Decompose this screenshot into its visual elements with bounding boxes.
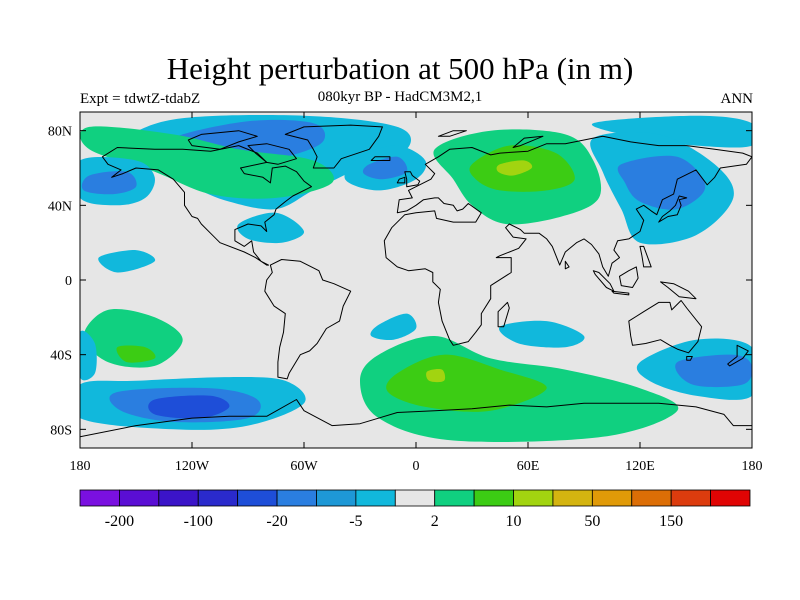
contour-tropical-indian-neg-light [498, 320, 585, 348]
lon-tick-label: 60E [517, 459, 540, 474]
contour-tropical-atlantic-neg-light [370, 313, 417, 341]
lon-tick-label: 120E [625, 459, 655, 474]
colorbar-label: -5 [349, 513, 362, 530]
coastline-north-america [101, 145, 312, 266]
colorbar-label: 50 [584, 513, 600, 530]
coastline-tasmania [686, 356, 693, 361]
coastline-java [611, 290, 630, 296]
period-label: ANN [720, 91, 754, 107]
coastline-svalbard [437, 130, 467, 137]
latitude-axis: 80N 40N 0 40S 80S [48, 125, 752, 438]
colorbar-swatch [355, 489, 396, 507]
coastline-eurasia-africa [383, 135, 752, 346]
contour-s-ocean-east-pos-strong [426, 368, 446, 383]
coastline-iceland [370, 156, 391, 161]
coastline-south-america [264, 259, 352, 380]
coastlines [80, 124, 752, 448]
colorbar-swatch [197, 489, 239, 507]
coastline-baffin [247, 143, 297, 165]
colorbar-label: 150 [659, 513, 683, 530]
colorbar-swatch [434, 489, 475, 507]
contour-s-pacific-east-neg-mid [675, 354, 752, 388]
contour-s-ocean-west-neg-strong [148, 395, 230, 419]
lon-tick-label: 60W [290, 459, 318, 474]
contour-n-atlantic-east-neg-mid [362, 156, 408, 180]
contour-s-america-west-neg-light [80, 330, 97, 381]
colorbar-swatch [591, 489, 633, 507]
map-subtitle: 080kyr BP - HadCM3M2,1 [317, 89, 483, 105]
coastline-australia [628, 300, 703, 354]
coastline-antarctica [80, 399, 752, 448]
coastline-greenland [284, 124, 383, 169]
coastline-ireland [396, 176, 406, 184]
coastline-novaya-zemlya [512, 135, 544, 148]
colorbar-label: 2 [431, 513, 439, 530]
lon-tick-label: 180 [742, 459, 763, 474]
colorbar-swatch [670, 489, 711, 507]
contour-s-pacific-mid-pos-light [83, 309, 183, 368]
contour-n-pacific-east-neg-mid [81, 171, 137, 195]
colorbar-swatch [710, 489, 751, 507]
contour-caribbean-neg-light [237, 212, 305, 244]
colorbar [79, 489, 751, 507]
colorbar-swatch [513, 489, 554, 507]
coastline-new-guinea [660, 281, 697, 300]
colorbar-label: -20 [266, 513, 287, 530]
experiment-label: Expt = tdwtZ-tdabZ [80, 91, 201, 107]
colorbar-swatch [119, 489, 160, 507]
colorbar-swatch [394, 489, 436, 507]
contour-fields [80, 115, 752, 443]
contour-asia-pacific-neg-mid [617, 155, 706, 210]
coastline-madagascar [497, 301, 510, 328]
lat-tick-label: 40N [48, 199, 72, 214]
colorbar-swatch [79, 489, 120, 507]
colorbar-label: 10 [506, 513, 522, 530]
lat-tick-label: 80N [48, 125, 72, 140]
colorbar-swatch [631, 489, 672, 507]
coastline-borneo [619, 266, 639, 288]
lat-tick-label: 40S [50, 349, 72, 364]
coastline-japan [658, 195, 688, 223]
colorbar-swatch [237, 489, 278, 507]
lon-tick-label: 0 [413, 459, 420, 474]
colorbar-swatch [276, 489, 317, 507]
colorbar-swatch [552, 489, 593, 507]
lon-tick-label: 180 [70, 459, 91, 474]
map-title: Height perturbation at 500 hPa (in m) [166, 51, 634, 86]
contour-arctic-eurasia-neg-light [591, 115, 752, 148]
colorbar-swatch [473, 489, 514, 507]
coastline-arctic-islands [187, 130, 258, 150]
coastline-philippines [639, 245, 652, 268]
coastline-new-zealand [727, 344, 749, 367]
lat-tick-label: 80S [50, 423, 72, 438]
contour-eurasia-pos-strong [496, 160, 533, 176]
contour-tropical-pacific-w-neg-light [98, 250, 156, 273]
colorbar-swatch [316, 489, 357, 507]
lon-tick-label: 120W [175, 459, 210, 474]
colorbar-swatch [158, 489, 199, 507]
longitude-axis: 180 120W 60W 0 60E 120E 180 [70, 112, 763, 474]
colorbar-labels: -200 -100 -20 -5 2 10 50 150 [105, 513, 683, 530]
contour-s-ocean-east-pos-mid [386, 354, 547, 412]
colorbar-label: -200 [105, 513, 134, 530]
lat-tick-label: 0 [65, 274, 72, 289]
coastline-sri-lanka [564, 260, 570, 270]
colorbar-label: -100 [184, 513, 213, 530]
coastline-britain [404, 171, 421, 188]
contour-s-pacific-mid-pos-mid [116, 345, 156, 363]
